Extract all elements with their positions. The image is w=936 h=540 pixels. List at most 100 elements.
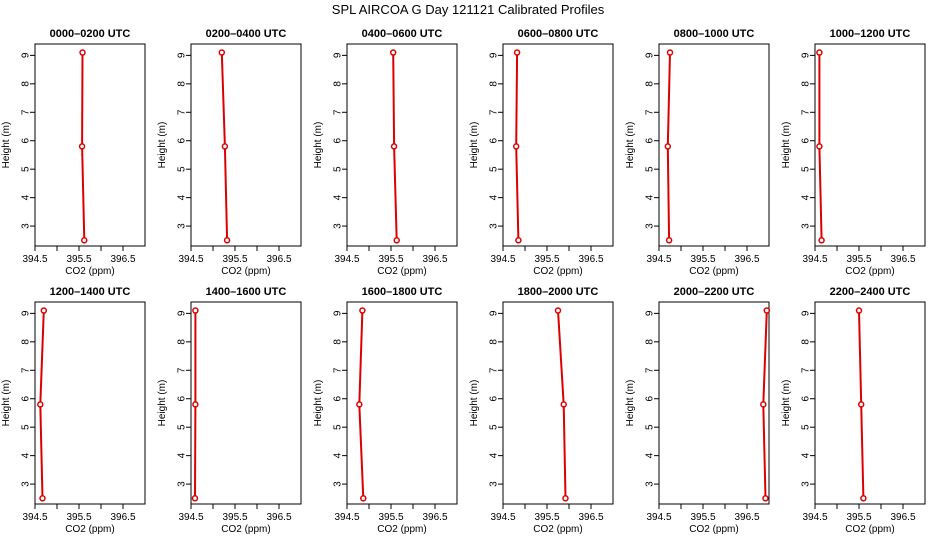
y-tick-label: 7 [645, 109, 656, 115]
x-tick-label: 395.5 [378, 512, 403, 523]
x-tick-label: 394.5 [646, 254, 671, 265]
y-tick-label: 5 [489, 424, 500, 430]
x-tick-label: 394.5 [802, 254, 827, 265]
x-tick-label: 396.5 [110, 254, 135, 265]
y-tick-label: 7 [177, 109, 188, 115]
y-tick-label: 4 [177, 194, 188, 200]
x-tick-label: 394.5 [334, 512, 359, 523]
x-tick-label: 396.5 [578, 254, 603, 265]
panel-title: 0200–0400 UTC [206, 28, 287, 40]
x-tick-label: 396.5 [110, 512, 135, 523]
x-tick-label: 394.5 [178, 512, 203, 523]
y-tick-label: 4 [21, 194, 32, 200]
panel-title: 0400–0600 UTC [362, 28, 443, 40]
profile-point [666, 49, 674, 56]
y-tick-label: 4 [333, 194, 344, 200]
y-tick-label: 8 [645, 339, 656, 345]
x-tick-label: 396.5 [890, 512, 915, 523]
x-axis-label: CO2 (ppm) [689, 524, 738, 535]
y-tick-label: 6 [333, 138, 344, 144]
y-tick-label: 8 [333, 81, 344, 87]
y-axis-label: Height (m) [1, 122, 12, 169]
y-axis-label: Height (m) [313, 122, 324, 169]
panel-1: 0200–0400 UTC 394.5 395.5 396.5 3 4 5 6 7 8 9 CO2 (… [157, 28, 302, 277]
y-tick-label: 3 [645, 481, 656, 487]
panel-7: 1400–1600 UTC 394.5 395.5 396.5 3 4 5 6 7 8 9 CO2 (… [157, 286, 302, 535]
x-tick-label: 396.5 [734, 512, 759, 523]
x-axis-label: CO2 (ppm) [533, 266, 582, 277]
x-axis-label: CO2 (ppm) [689, 266, 738, 277]
y-tick-label: 9 [21, 52, 32, 58]
y-tick-label: 4 [489, 452, 500, 458]
panel-title: 1400–1600 UTC [206, 286, 287, 298]
y-axis-label: Height (m) [157, 122, 168, 169]
x-tick-label: 395.5 [846, 254, 871, 265]
y-tick-label: 7 [177, 367, 188, 373]
y-axis-label: Height (m) [313, 380, 324, 427]
x-tick-label: 395.5 [846, 512, 871, 523]
profile-point [560, 401, 567, 408]
profile-point [760, 401, 767, 408]
y-tick-label: 7 [645, 367, 656, 373]
y-tick-label: 8 [177, 339, 188, 345]
profile-point [762, 495, 769, 502]
y-tick-label: 6 [333, 396, 344, 402]
plot-frame [346, 301, 458, 505]
y-tick-label: 4 [489, 194, 500, 200]
x-axis-label: CO2 (ppm) [65, 266, 114, 277]
y-tick-label: 9 [489, 310, 500, 316]
y-tick-label: 7 [489, 109, 500, 115]
plot-frame [814, 301, 926, 505]
profile-point [360, 495, 367, 502]
profile-point [389, 49, 397, 56]
y-tick-label: 5 [801, 166, 812, 172]
panel-title: 0600–0800 UTC [518, 28, 599, 40]
y-tick-label: 8 [333, 339, 344, 345]
profile-point [763, 307, 771, 314]
x-axis-label: CO2 (ppm) [845, 266, 894, 277]
x-tick-label: 395.5 [690, 512, 715, 523]
plot-frame [502, 301, 614, 505]
profile-point [513, 49, 521, 56]
y-tick-label: 3 [801, 481, 812, 487]
x-tick-label: 396.5 [890, 254, 915, 265]
plot-frame [34, 301, 146, 505]
y-axis-label: Height (m) [469, 380, 480, 427]
panel-4: 0800–1000 UTC 394.5 395.5 396.5 3 4 5 6 7 8 9 CO2 (… [625, 28, 770, 277]
y-tick-label: 3 [177, 481, 188, 487]
x-axis-label: CO2 (ppm) [221, 524, 270, 535]
panel-title: 1600–1800 UTC [362, 286, 443, 298]
profile-point [359, 307, 366, 314]
profile-point [223, 237, 231, 244]
y-tick-label: 8 [801, 81, 812, 87]
profile-point [512, 143, 520, 150]
profile-point [562, 495, 569, 502]
y-tick-label: 3 [489, 223, 500, 229]
y-tick-label: 6 [801, 138, 812, 144]
panel-9: 1800–2000 UTC 394.5 395.5 396.5 3 4 5 6 7 8 9 CO2 (… [469, 286, 614, 535]
y-tick-label: 5 [177, 424, 188, 430]
profile-point [221, 143, 229, 150]
profile-point [81, 237, 88, 244]
y-tick-label: 9 [333, 52, 344, 58]
profile-point [390, 143, 398, 150]
y-tick-label: 9 [177, 310, 188, 316]
y-tick-label: 3 [645, 223, 656, 229]
y-tick-label: 8 [489, 339, 500, 345]
y-tick-label: 9 [21, 310, 32, 316]
y-tick-label: 6 [21, 138, 32, 144]
panel-6: 1200–1400 UTC 394.5 395.5 396.5 3 4 5 6 7 8 9 CO2 (… [1, 286, 146, 535]
y-axis-label: Height (m) [781, 380, 792, 427]
y-tick-label: 7 [21, 109, 32, 115]
y-tick-label: 3 [21, 223, 32, 229]
profile-point [665, 237, 673, 244]
y-tick-label: 9 [177, 52, 188, 58]
profile-point [816, 49, 823, 56]
panel-title: 1200–1400 UTC [50, 286, 131, 298]
x-axis-label: CO2 (ppm) [65, 524, 114, 535]
profile-point [664, 143, 672, 150]
y-tick-label: 7 [333, 109, 344, 115]
panel-title: 0800–1000 UTC [674, 28, 755, 40]
profile-point [356, 401, 363, 408]
